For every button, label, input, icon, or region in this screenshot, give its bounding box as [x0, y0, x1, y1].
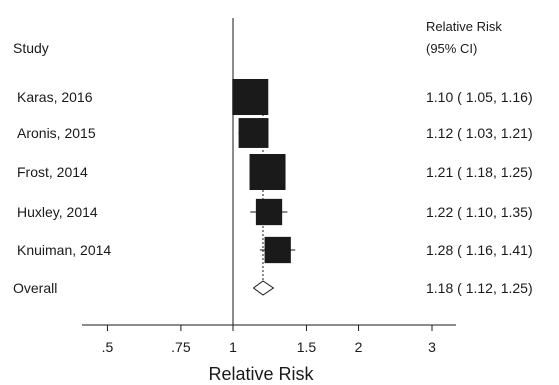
overall-estimate-text: 1.18 ( 1.12, 1.25)	[426, 280, 533, 296]
x-tick-label: 1.5	[297, 339, 317, 355]
x-tick-label: 2	[355, 339, 363, 355]
overall-diamond	[252, 280, 275, 296]
study-weight-box	[264, 236, 291, 264]
x-axis: .5 .75 1 1.5 2 3	[82, 324, 456, 355]
study-weight-box	[255, 198, 283, 226]
overall-label: Overall	[13, 280, 57, 296]
study-estimate-text: 1.10 ( 1.05, 1.16)	[426, 89, 533, 105]
effect-header-line1: Relative Risk	[426, 19, 502, 34]
study-label: Karas, 2016	[17, 89, 93, 105]
study-estimate-text: 1.28 ( 1.16, 1.41)	[426, 242, 533, 258]
study-label: Frost, 2014	[17, 164, 88, 180]
effect-header-line2: (95% CI)	[426, 41, 477, 56]
study-estimate-text: 1.12 ( 1.03, 1.21)	[426, 125, 533, 141]
study-weight-box	[232, 79, 269, 115]
x-tick-label: .75	[171, 339, 191, 355]
x-tick-label: .5	[102, 339, 114, 355]
x-axis-title: Relative Risk	[208, 364, 314, 384]
study-column-header: Study	[13, 40, 49, 56]
study-rows: Karas, 2016 1.10 ( 1.05, 1.16) Aronis, 201…	[13, 18, 533, 325]
study-weight-box	[249, 154, 286, 190]
study-label: Knuiman, 2014	[17, 242, 111, 258]
x-tick-label: 1	[229, 339, 237, 355]
study-label: Huxley, 2014	[17, 204, 98, 220]
study-weight-box	[238, 118, 269, 148]
study-estimate-text: 1.22 ( 1.10, 1.35)	[426, 204, 533, 220]
study-estimate-text: 1.21 ( 1.18, 1.25)	[426, 164, 533, 180]
x-tick-label: 3	[428, 339, 436, 355]
study-label: Aronis, 2015	[17, 125, 96, 141]
